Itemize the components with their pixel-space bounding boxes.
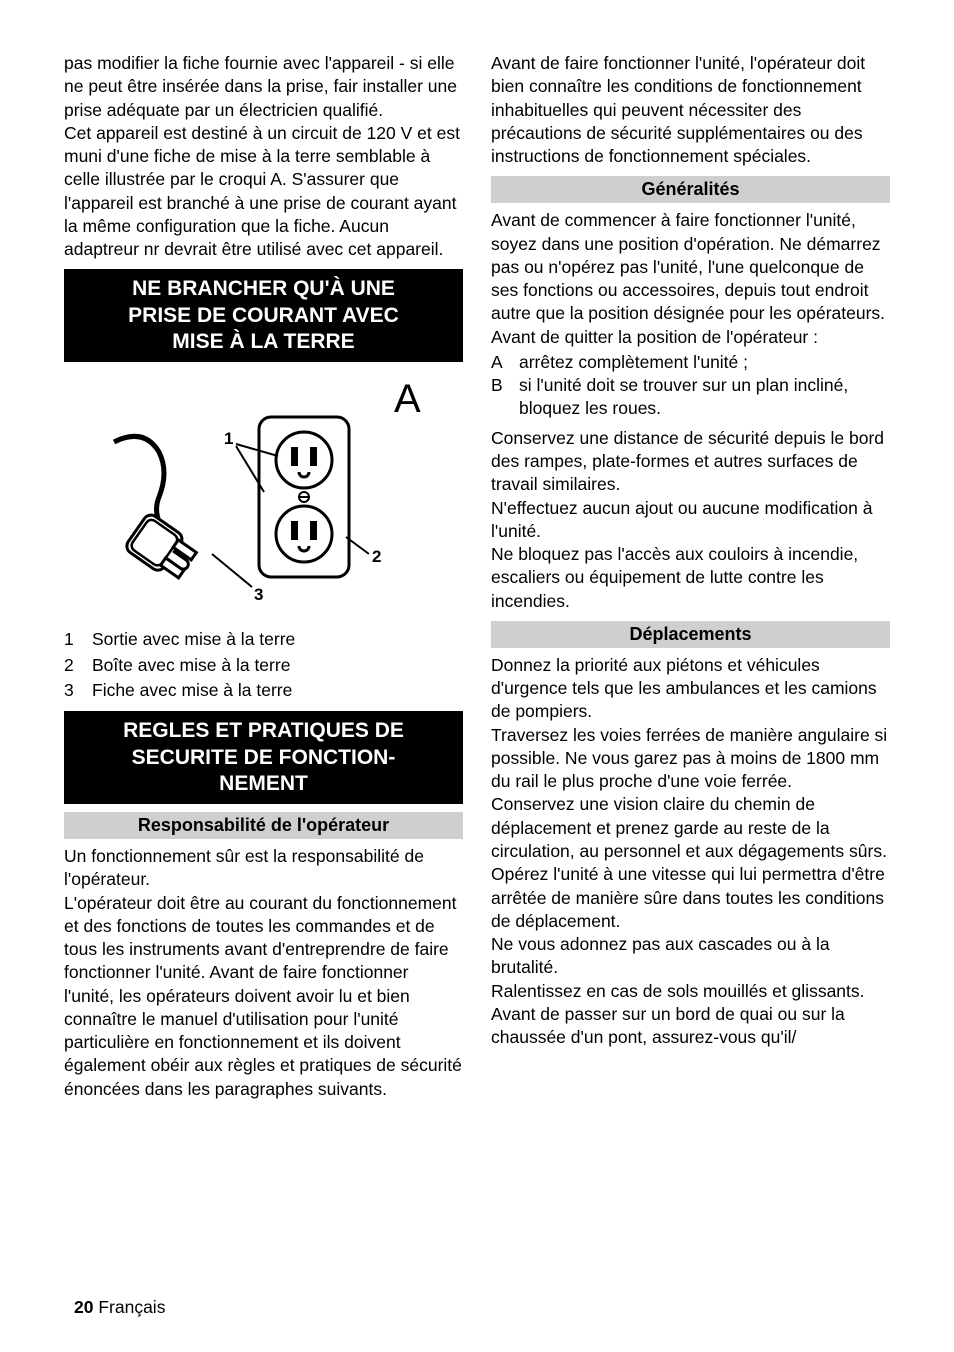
- list-item: 2 Boîte avec mise à la terre: [64, 653, 463, 678]
- band-line: NEMENT: [70, 771, 457, 797]
- paragraph: Ralentissez en cas de sols mouillés et g…: [491, 980, 890, 1003]
- paragraph: Cet appareil est destiné à un circuit de…: [64, 122, 463, 262]
- paragraph: Avant de quitter la position de l'opérat…: [491, 326, 890, 349]
- heading-black-band: REGLES ET PRATIQUES DE SECURITE DE FONCT…: [64, 711, 463, 804]
- paragraph: pas modifier la fiche fournie avec l'app…: [64, 52, 463, 122]
- svg-text:1: 1: [224, 429, 233, 448]
- band-line: PRISE DE COURANT AVEC: [70, 303, 457, 329]
- band-line: NE BRANCHER QU'À UNE: [70, 276, 457, 302]
- plug-outlet-diagram: A 1 2: [64, 372, 463, 617]
- list-item: 1 Sortie avec mise à la terre: [64, 627, 463, 652]
- paragraph: Ne bloquez pas l'accès aux couloirs à in…: [491, 543, 890, 613]
- list-text: Boîte avec mise à la terre: [92, 653, 290, 678]
- diagram-label-a: A: [394, 377, 421, 421]
- list-number: 1: [64, 627, 92, 652]
- left-column: pas modifier la fiche fournie avec l'app…: [64, 52, 463, 1101]
- list-text: Fiche avec mise à la terre: [92, 678, 292, 703]
- plug-icon: [114, 437, 201, 585]
- paragraph: Ne vous adonnez pas aux cascades ou à la…: [491, 933, 890, 980]
- page-language: Français: [98, 1297, 165, 1317]
- heading-grey-band: Responsabilité de l'opérateur: [64, 812, 463, 839]
- paragraph: Opérez l'unité à une vitesse qui lui per…: [491, 863, 890, 933]
- list-item: A arrêtez complètement l'unité ;: [491, 351, 890, 374]
- heading-grey-band: Généralités: [491, 176, 890, 203]
- paragraph: Traversez les voies ferrées de manière a…: [491, 724, 890, 794]
- paragraph: Conservez une vision claire du chemin de…: [491, 793, 890, 863]
- band-line: MISE À LA TERRE: [70, 329, 457, 355]
- paragraph: Un fonctionnement sûr est la responsabil…: [64, 845, 463, 892]
- list-text: Sortie avec mise à la terre: [92, 627, 295, 652]
- list-letter: A: [491, 351, 519, 374]
- band-line: SECURITE DE FONCTION-: [70, 745, 457, 771]
- band-line: REGLES ET PRATIQUES DE: [70, 718, 457, 744]
- list-number: 2: [64, 653, 92, 678]
- paragraph: Avant de faire fonctionner l'unité, l'op…: [491, 52, 890, 168]
- svg-text:2: 2: [372, 547, 381, 566]
- svg-text:3: 3: [254, 585, 263, 604]
- paragraph: Avant de passer sur un bord de quai ou s…: [491, 1003, 890, 1050]
- heading-grey-band: Déplacements: [491, 621, 890, 648]
- list-item: B si l'unité doit se trouver sur un plan…: [491, 374, 890, 421]
- paragraph: L'opérateur doit être au courant du fonc…: [64, 892, 463, 1101]
- paragraph: N'effectuez aucun ajout ou aucune modifi…: [491, 497, 890, 544]
- figure-legend-list: 1 Sortie avec mise à la terre 2 Boîte av…: [64, 627, 463, 703]
- list-number: 3: [64, 678, 92, 703]
- paragraph: Avant de commencer à faire fonctionner l…: [491, 209, 890, 325]
- right-column: Avant de faire fonctionner l'unité, l'op…: [491, 52, 890, 1101]
- list-letter: B: [491, 374, 519, 421]
- lettered-list: A arrêtez complètement l'unité ; B si l'…: [491, 351, 890, 421]
- list-text: si l'unité doit se trouver sur un plan i…: [519, 374, 890, 421]
- list-text: arrêtez complètement l'unité ;: [519, 351, 748, 374]
- list-item: 3 Fiche avec mise à la terre: [64, 678, 463, 703]
- page-number: 20: [74, 1297, 93, 1317]
- heading-black-band: NE BRANCHER QU'À UNE PRISE DE COURANT AV…: [64, 269, 463, 362]
- paragraph: Donnez la priorité aux piétons et véhicu…: [491, 654, 890, 724]
- paragraph: Conservez une distance de sécurité depui…: [491, 427, 890, 497]
- page-footer: 20 Français: [74, 1297, 165, 1318]
